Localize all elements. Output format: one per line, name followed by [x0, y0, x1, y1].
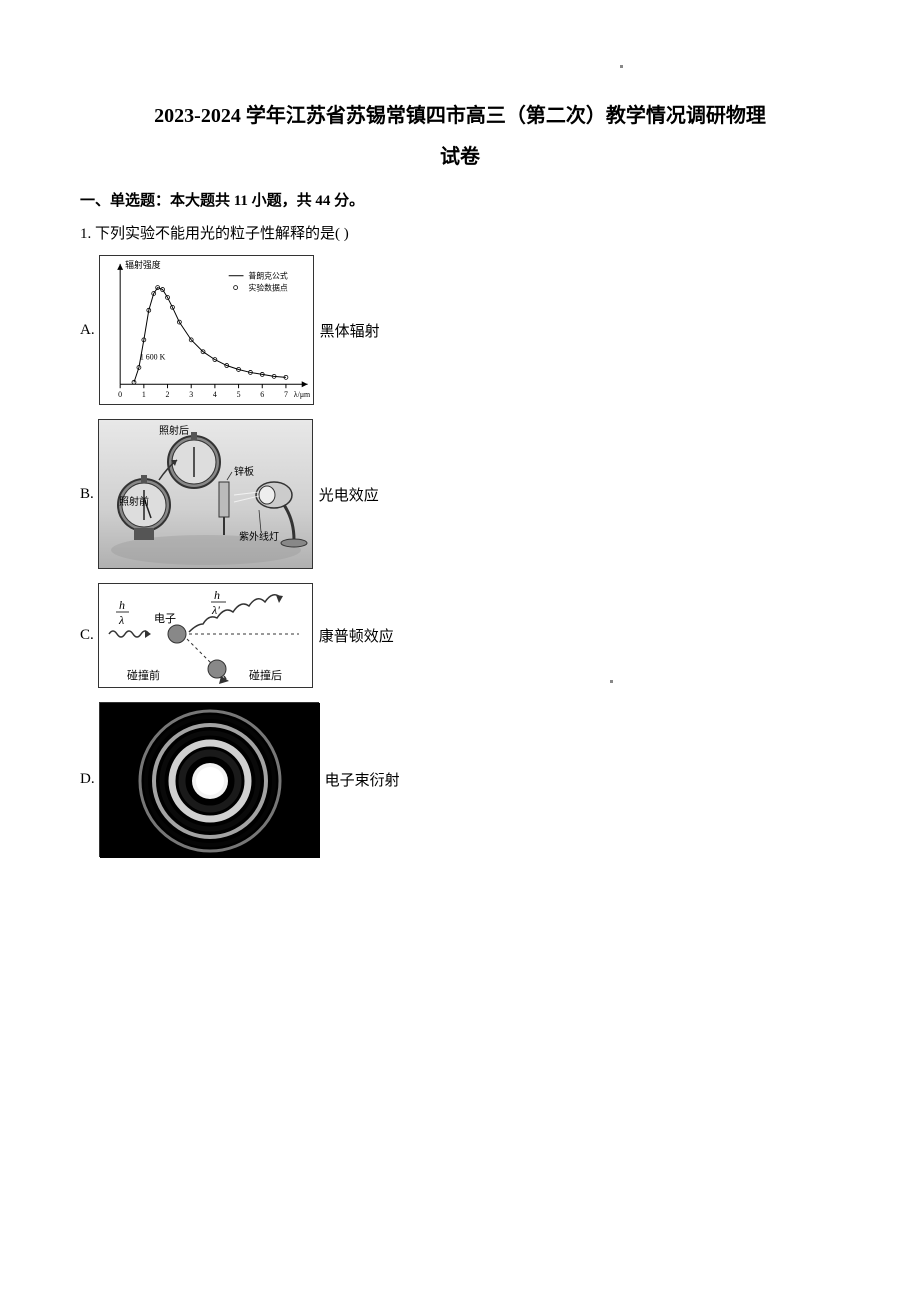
- option-d-desc: 电子束衍射: [325, 769, 400, 790]
- svg-text:电子: 电子: [154, 612, 176, 625]
- svg-text:h: h: [119, 598, 125, 612]
- svg-text:碰撞前: 碰撞前: [127, 668, 160, 682]
- option-a-desc: 黑体辐射: [320, 320, 380, 341]
- svg-text:照射后: 照射后: [159, 425, 189, 437]
- decorative-dot: [610, 680, 613, 683]
- svg-text:辐射强度: 辐射强度: [125, 259, 161, 270]
- svg-text:4: 4: [213, 390, 217, 399]
- decorative-dot: [620, 65, 623, 68]
- svg-text:实验数据点: 实验数据点: [248, 283, 287, 293]
- svg-text:普朗克公式: 普朗克公式: [248, 271, 287, 281]
- svg-text:1: 1: [141, 390, 145, 399]
- option-d-row: D. 电子束衍射: [80, 702, 840, 857]
- question-1-text: 1. 下列实验不能用光的粒子性解释的是( ): [80, 222, 840, 243]
- svg-text:照射前: 照射前: [119, 495, 149, 508]
- option-d-label: D.: [80, 771, 95, 788]
- option-c-desc: 康普顿效应: [319, 625, 394, 646]
- svg-text:1 600 K: 1 600 K: [139, 353, 165, 362]
- option-c-row: C. h λ 电子 h λ' 碰撞前 碰撞后: [80, 583, 840, 688]
- svg-text:6: 6: [260, 390, 264, 399]
- option-c-label: C.: [80, 627, 94, 644]
- svg-text:2: 2: [165, 390, 169, 399]
- exam-title-main: 2023-2024 学年江苏省苏锡常镇四市高三（第二次）教学情况调研物理: [80, 100, 840, 132]
- exam-title-sub: 试卷: [80, 140, 840, 169]
- svg-text:锌板: 锌板: [234, 465, 254, 478]
- svg-text:3: 3: [189, 390, 193, 399]
- svg-text:紫外线灯: 紫外线灯: [239, 530, 279, 543]
- svg-text:h: h: [214, 588, 220, 602]
- option-c-image: h λ 电子 h λ' 碰撞前 碰撞后: [98, 583, 313, 688]
- option-b-label: B.: [80, 486, 94, 503]
- option-a-label: A.: [80, 322, 95, 339]
- svg-text:碰撞后: 碰撞后: [249, 668, 282, 682]
- option-d-image: [99, 702, 319, 857]
- svg-text:λ/μm: λ/μm: [293, 390, 309, 399]
- section-header: 一、单选题：本大题共 11 小题，共 44 分。: [80, 189, 840, 210]
- option-a-row: A. 0 1 2 3 4 5 6: [80, 255, 840, 405]
- option-b-row: B. 照射前 照射后 锌板: [80, 419, 840, 569]
- option-b-image: 照射前 照射后 锌板 紫外线灯: [98, 419, 313, 569]
- svg-text:λ: λ: [118, 613, 124, 627]
- svg-text:7: 7: [284, 390, 288, 399]
- svg-text:0: 0: [118, 390, 122, 399]
- option-b-desc: 光电效应: [319, 484, 379, 505]
- option-a-chart: 0 1 2 3 4 5 6 7 λ/μm 辐射强度: [99, 255, 314, 405]
- svg-text:5: 5: [236, 390, 240, 399]
